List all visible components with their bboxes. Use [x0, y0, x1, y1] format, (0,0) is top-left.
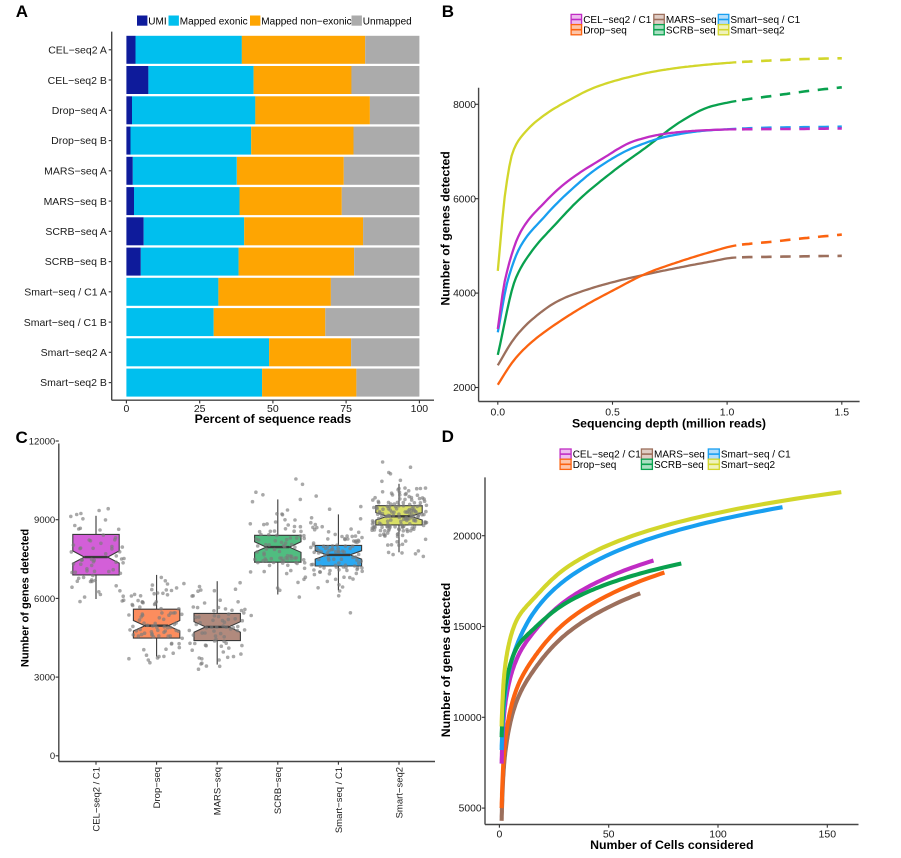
svg-text:15000: 15000 [453, 622, 482, 633]
svg-text:Sequencing depth (million read: Sequencing depth (million reads) [572, 417, 766, 431]
svg-text:CEL−seq2 B: CEL−seq2 B [48, 75, 107, 87]
svg-text:SCRB−seq: SCRB−seq [654, 460, 704, 471]
svg-text:100: 100 [411, 403, 429, 415]
svg-text:1.5: 1.5 [834, 406, 849, 418]
svg-text:0: 0 [50, 751, 55, 762]
svg-text:10000: 10000 [453, 713, 482, 724]
svg-text:150: 150 [819, 829, 837, 841]
svg-text:CEL−seq2 / C1: CEL−seq2 / C1 [91, 767, 102, 832]
svg-text:20000: 20000 [453, 531, 482, 542]
svg-text:1.0: 1.0 [720, 406, 735, 418]
svg-text:6000: 6000 [34, 594, 55, 605]
svg-text:Smart−seq / C1: Smart−seq / C1 [334, 767, 345, 833]
svg-text:Number of genes detected: Number of genes detected [439, 583, 453, 737]
svg-text:0: 0 [123, 403, 129, 415]
svg-text:Drop−seq B: Drop−seq B [51, 135, 107, 147]
svg-text:50: 50 [267, 403, 279, 415]
svg-text:0.5: 0.5 [605, 406, 620, 418]
svg-text:Unmapped: Unmapped [363, 16, 412, 27]
svg-text:SCRB−seq: SCRB−seq [666, 25, 716, 36]
svg-text:Number of genes detected: Number of genes detected [20, 529, 32, 667]
svg-text:MARS−seq: MARS−seq [666, 15, 717, 26]
svg-text:Smart−seq2 B: Smart−seq2 B [40, 377, 107, 389]
svg-text:Drop−seq: Drop−seq [573, 460, 617, 471]
svg-text:Percent of sequence reads: Percent of sequence reads [195, 412, 352, 426]
svg-text:B: B [442, 2, 454, 21]
svg-text:100: 100 [709, 829, 727, 841]
svg-text:8000: 8000 [453, 100, 476, 111]
svg-text:SCRB−seq A: SCRB−seq A [45, 226, 107, 238]
svg-text:75: 75 [340, 403, 352, 415]
svg-text:12000: 12000 [29, 436, 55, 447]
svg-text:MARS−seq A: MARS−seq A [44, 166, 107, 178]
svg-text:Smart−seq / C1: Smart−seq / C1 [730, 15, 800, 26]
svg-text:SCRB−seq B: SCRB−seq B [45, 256, 107, 268]
svg-text:Number of Cells considered: Number of Cells considered [590, 838, 753, 852]
svg-text:25: 25 [194, 403, 206, 415]
svg-text:50: 50 [603, 829, 615, 841]
svg-text:UMI: UMI [148, 16, 166, 27]
svg-text:2000: 2000 [453, 383, 476, 394]
svg-text:Smart−seq / C1: Smart−seq / C1 [721, 450, 791, 461]
svg-text:0: 0 [496, 829, 502, 841]
svg-text:0.0: 0.0 [490, 406, 505, 418]
svg-text:Mapped non−exonic: Mapped non−exonic [261, 16, 351, 27]
svg-text:CEL−seq2 A: CEL−seq2 A [48, 45, 107, 57]
svg-text:3000: 3000 [34, 673, 55, 684]
svg-text:MARS−seq B: MARS−seq B [44, 196, 107, 208]
svg-text:Drop−seq: Drop−seq [583, 25, 627, 36]
svg-text:Mapped exonic: Mapped exonic [180, 16, 248, 27]
svg-text:Drop−seq: Drop−seq [152, 767, 163, 808]
svg-text:Smart−seq / C1 A: Smart−seq / C1 A [24, 287, 107, 299]
svg-text:MARS−seq: MARS−seq [654, 450, 705, 461]
svg-text:Number of genes detected: Number of genes detected [438, 151, 452, 305]
svg-text:9000: 9000 [34, 515, 55, 526]
svg-text:6000: 6000 [453, 194, 476, 205]
svg-text:SCRB−seq: SCRB−seq [273, 767, 284, 814]
svg-text:Smart−seq2: Smart−seq2 [730, 25, 785, 36]
svg-text:Smart−seq / C1 B: Smart−seq / C1 B [24, 317, 107, 329]
svg-text:MARS−seq: MARS−seq [213, 767, 224, 815]
svg-text:Drop−seq A: Drop−seq A [52, 105, 107, 117]
svg-text:C: C [16, 428, 28, 447]
svg-text:CEL−seq2 / C1: CEL−seq2 / C1 [583, 15, 652, 26]
svg-text:CEL−seq2 / C1: CEL−seq2 / C1 [573, 450, 642, 461]
svg-text:D: D [442, 427, 454, 446]
svg-text:5000: 5000 [459, 804, 482, 815]
svg-text:Smart−seq2: Smart−seq2 [394, 767, 405, 819]
svg-text:A: A [16, 2, 28, 21]
svg-text:4000: 4000 [453, 289, 476, 300]
svg-text:Smart−seq2: Smart−seq2 [721, 460, 776, 471]
svg-text:Smart−seq2 A: Smart−seq2 A [41, 347, 107, 359]
